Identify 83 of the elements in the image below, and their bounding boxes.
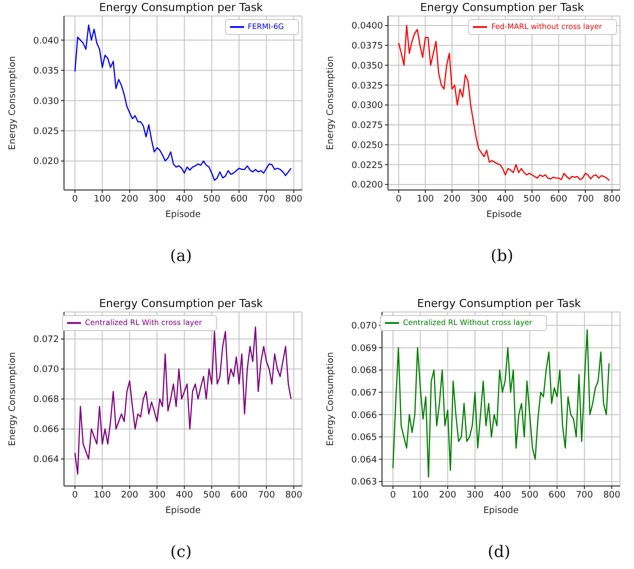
x-tick-label: 0 <box>72 194 78 204</box>
line-series <box>74 24 292 181</box>
x-tick-label: 700 <box>576 194 594 204</box>
x-tick-label: 200 <box>121 194 139 204</box>
x-tick-label: 0 <box>390 490 396 500</box>
y-tick-label: 0.0400 <box>352 22 384 32</box>
chart-title: Energy Consumption per Task <box>416 297 582 310</box>
y-tick-label: 0.065 <box>351 433 377 444</box>
x-tick-label: 300 <box>148 194 166 204</box>
y-axis-title: Energy Consumption <box>8 56 18 150</box>
y-tick-label: 0.068 <box>33 395 60 406</box>
y-tick-label: 0.070 <box>351 322 378 332</box>
text: (c) <box>169 542 193 561</box>
y-tick-label: 0.069 <box>351 344 378 354</box>
x-tick-label: 600 <box>550 194 568 204</box>
x-tick-label: 800 <box>603 490 621 500</box>
line-series <box>74 326 292 475</box>
y-tick-label: 0.035 <box>33 66 59 77</box>
text: (a) <box>168 246 194 265</box>
y-tick-label: 0.0250 <box>352 140 384 151</box>
x-tick-label: 100 <box>416 194 434 204</box>
x-tick-label: 400 <box>176 490 194 500</box>
y-axis-title: Energy Consumption <box>326 56 336 150</box>
text: (d) <box>486 542 512 561</box>
y-tick-label: 0.066 <box>33 425 60 436</box>
y-tick-label: 0.067 <box>351 388 377 399</box>
y-tick-label: 0.0325 <box>352 81 383 92</box>
x-tick-label: 300 <box>470 194 488 204</box>
x-tick-label: 600 <box>548 490 566 500</box>
y-tick-label: 0.063 <box>351 478 377 488</box>
x-tick-label: 700 <box>258 490 276 500</box>
y-tick-label: 0.020 <box>33 157 60 168</box>
chart-title: Energy Consumption per Task <box>419 1 585 14</box>
x-axis-title: Episode <box>165 506 202 516</box>
y-tick-label: 0.068 <box>351 366 378 376</box>
x-tick-label: 700 <box>258 194 276 204</box>
y-tick-label: 0.040 <box>33 36 60 46</box>
x-tick-label: 400 <box>496 194 514 204</box>
x-tick-label: 500 <box>203 490 221 500</box>
line-series <box>398 24 610 182</box>
x-tick-label: 200 <box>443 194 461 204</box>
x-tick-label: 400 <box>176 194 194 204</box>
x-tick-label: 700 <box>576 490 594 500</box>
x-tick-label: 800 <box>603 194 621 204</box>
x-tick-label: 600 <box>230 194 248 204</box>
x-tick-label: 200 <box>439 490 457 500</box>
y-tick-label: 0.064 <box>351 455 378 466</box>
x-axis-title: Episode <box>486 210 522 220</box>
x-tick-label: 500 <box>521 490 539 500</box>
x-tick-label: 600 <box>230 490 248 500</box>
chart-title: Energy Consumption per Task <box>98 297 264 310</box>
x-tick-label: 100 <box>94 490 112 500</box>
y-tick-label: 0.0200 <box>352 180 384 191</box>
x-tick-label: 500 <box>203 194 221 204</box>
x-tick-label: 0 <box>396 194 402 204</box>
x-tick-label: 300 <box>466 490 484 500</box>
x-tick-label: 500 <box>523 194 541 204</box>
x-tick-label: 100 <box>94 194 112 204</box>
y-tick-label: 0.0300 <box>352 101 384 112</box>
x-tick-label: 400 <box>494 490 512 500</box>
chart-title: Energy Consumption per Task <box>98 1 264 14</box>
y-tick-label: 0.0350 <box>352 61 384 72</box>
text: (b) <box>490 246 514 265</box>
x-tick-label: 800 <box>285 490 303 500</box>
y-tick-label: 0.030 <box>33 96 60 107</box>
y-tick-label: 0.025 <box>33 126 59 137</box>
x-tick-label: 300 <box>148 490 166 500</box>
y-tick-label: 0.070 <box>33 365 60 376</box>
y-axis-title: Energy Consumption <box>8 352 18 446</box>
y-tick-label: 0.066 <box>351 410 378 421</box>
x-tick-label: 800 <box>285 194 303 204</box>
x-tick-label: 100 <box>412 490 430 500</box>
x-axis-title: Episode <box>165 210 202 220</box>
x-axis-title: Episode <box>483 506 520 516</box>
y-tick-label: 0.072 <box>33 335 59 346</box>
y-tick-label: 0.0225 <box>352 160 383 171</box>
y-axis-title: Energy Consumption <box>326 352 336 446</box>
y-tick-label: 0.064 <box>33 455 60 466</box>
x-tick-label: 200 <box>121 490 139 500</box>
x-tick-label: 0 <box>72 490 78 500</box>
y-tick-label: 0.0375 <box>352 42 383 52</box>
line-series <box>392 329 610 478</box>
y-tick-label: 0.0275 <box>352 121 383 132</box>
